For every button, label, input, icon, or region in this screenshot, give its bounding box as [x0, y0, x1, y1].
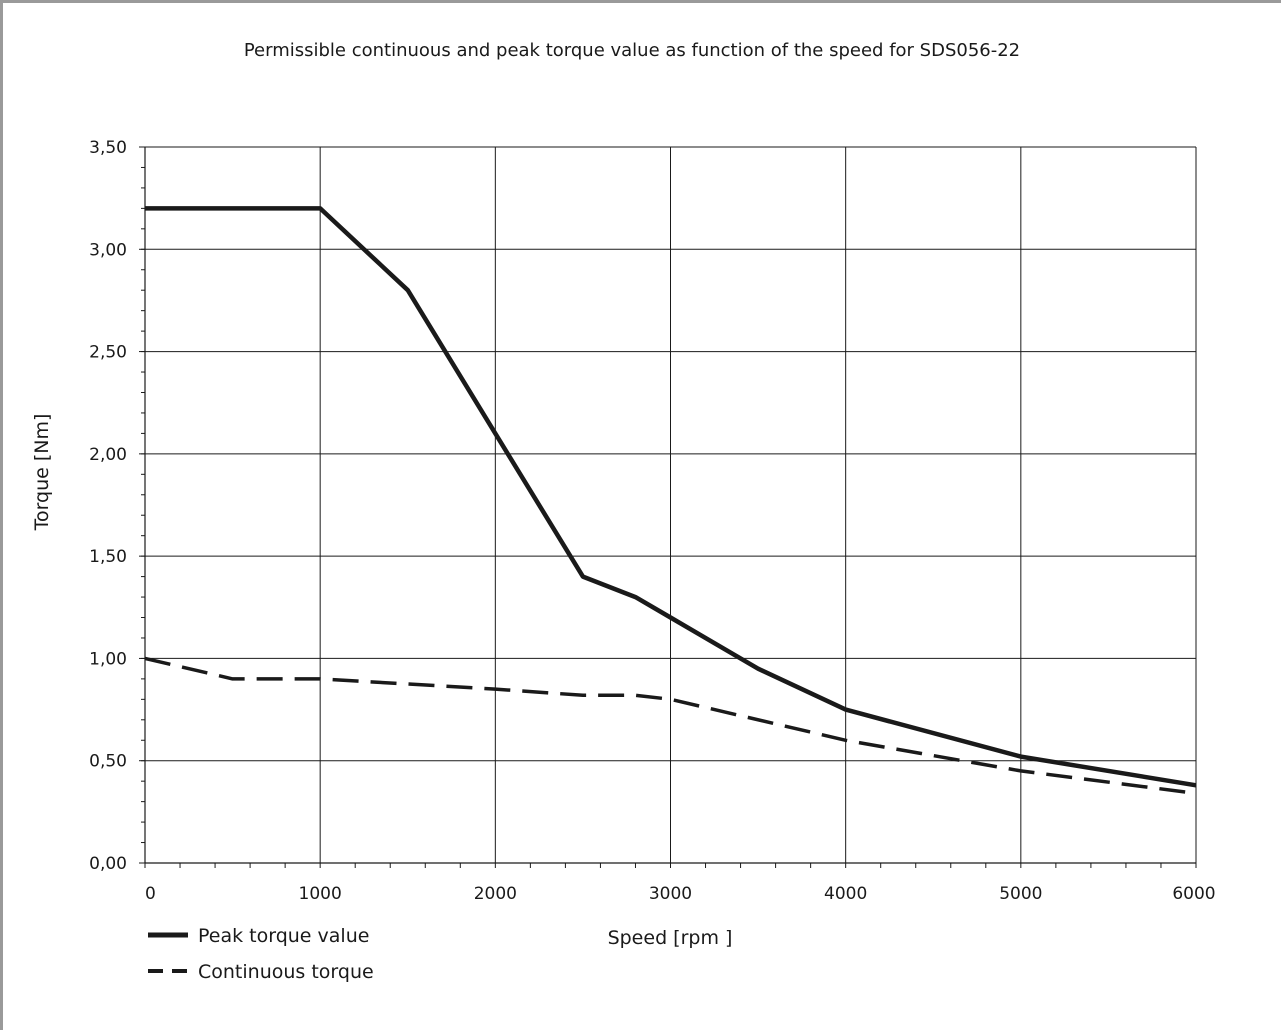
x-tick-label: 1000: [299, 884, 342, 904]
x-tick-label: 5000: [999, 884, 1042, 904]
legend-label: Continuous torque: [198, 961, 374, 983]
y-tick-label: 0,00: [89, 854, 127, 874]
y-tick-labels: 0,00 0,50 1,00 1,50 2,00 2,50 3,00 3,50: [89, 138, 127, 874]
y-tick-label: 3,00: [89, 240, 127, 260]
chart-title: Permissible continuous and peak torque v…: [244, 40, 1020, 61]
x-tick-label: 2000: [474, 884, 517, 904]
x-tick-label: 3000: [649, 884, 692, 904]
continuous-torque-line: [144, 656, 1197, 796]
y-tick-label: 1,00: [89, 649, 127, 669]
x-tick-label: 4000: [824, 884, 867, 904]
legend-label: Peak torque value: [198, 925, 369, 947]
x-axis-title: Speed [rpm ]: [608, 927, 733, 949]
series-lines: [144, 206, 1197, 796]
y-tick-label: 2,00: [89, 445, 127, 465]
x-tick-label: 0: [145, 884, 156, 904]
x-tick-label: 6000: [1172, 884, 1215, 904]
y-tick-label: 1,50: [89, 547, 127, 567]
y-tick-label: 2,50: [89, 343, 127, 363]
grid: [145, 146, 1197, 863]
x-tick-labels: 0 1000 2000 3000 4000 5000 6000: [145, 884, 1216, 904]
y-tick-label: 0,50: [89, 752, 127, 772]
peak-torque-line: [145, 206, 1197, 788]
y-tick-label: 3,50: [89, 138, 127, 158]
y-axis-title: Torque [Nm]: [31, 414, 53, 532]
legend: Peak torque value Continuous torque: [148, 925, 374, 983]
axes: [139, 146, 1196, 864]
